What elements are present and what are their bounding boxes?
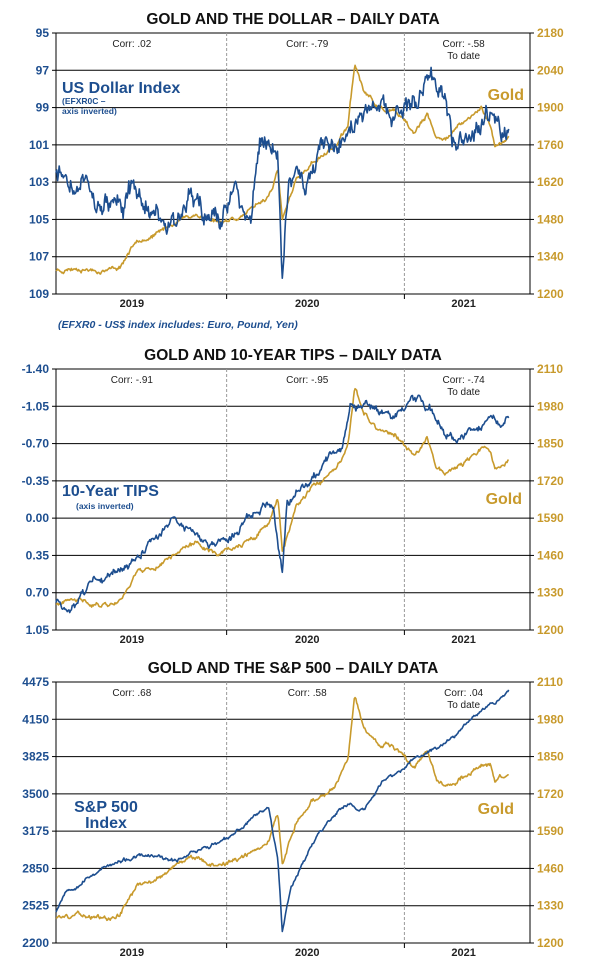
x-axis-tick-label: 2021	[451, 634, 475, 646]
right-axis-tick-label: 1200	[537, 287, 564, 301]
x-axis-tick-label: 2021	[451, 298, 475, 310]
correlation-label: Corr: -.58	[443, 39, 486, 50]
right-axis-tick-label: 2040	[537, 63, 564, 77]
right-axis-tick-label: 1980	[537, 399, 564, 413]
plot-frame	[55, 681, 531, 944]
x-axis-tick-label: 2019	[120, 634, 144, 646]
left-axis-tick-label: -1.05	[22, 399, 50, 413]
gold-series-line	[55, 696, 509, 922]
left-axis-tick-label: 1.05	[26, 623, 50, 637]
x-axis-tick-label: 2019	[120, 947, 144, 959]
left-axis-tick-label: 103	[29, 175, 49, 189]
left-axis-tick-label: 101	[29, 138, 49, 152]
chart-title: GOLD AND THE DOLLAR – DAILY DATA	[146, 11, 439, 28]
x-axis-tick-label: 2020	[295, 947, 319, 959]
chart-panel-3: GOLD AND THE S&P 500 – DAILY DATA 4475 415…	[22, 660, 564, 959]
right-axis-tick-label: 1480	[537, 212, 564, 226]
left-axis-tick-label: 2200	[22, 936, 49, 950]
us-dollar-index-series-line	[55, 66, 510, 280]
left-axis-tick-label: 97	[36, 63, 50, 77]
correlation-label: Corr: .02	[112, 39, 151, 50]
series-annotation-left-note: (axis inverted)	[76, 501, 134, 511]
right-axis-tick-label: 1980	[537, 712, 564, 726]
series-annotation-left: Index	[85, 815, 127, 832]
10-year-tips-series-line	[55, 394, 510, 614]
left-axis-tick-label: 0.00	[26, 511, 50, 525]
correlation-label: Corr: .04	[444, 688, 483, 699]
chart-title: GOLD AND 10-YEAR TIPS – DAILY DATA	[144, 347, 442, 364]
left-axis-tick-label: 107	[29, 250, 49, 264]
x-axis-tick-label: 2020	[295, 634, 319, 646]
correlation-label: Corr: .58	[288, 688, 327, 699]
right-axis-tick-label: 1620	[537, 175, 564, 189]
right-axis-tick-label: 1460	[537, 861, 564, 875]
gold-series-line	[55, 387, 509, 608]
chart-panel-2: GOLD AND 10-YEAR TIPS – DAILY DATA -1.40 -…	[22, 347, 564, 646]
series-annotation-left-note: (EFXR0C –	[62, 96, 106, 106]
correlation-label: Corr: .68	[112, 688, 151, 699]
series-annotation-right: Gold	[488, 87, 524, 104]
left-axis-tick-label: 4475	[22, 675, 49, 689]
x-axis-tick-label: 2020	[295, 298, 319, 310]
left-axis-tick-label: 0.70	[26, 586, 50, 600]
right-axis-tick-label: 1590	[537, 824, 564, 838]
right-axis-tick-label: 1200	[537, 623, 564, 637]
left-axis-tick-label: 3500	[22, 787, 49, 801]
plot-frame	[55, 368, 531, 631]
left-axis-tick-label: 105	[29, 212, 49, 226]
left-axis-tick-label: -0.35	[22, 474, 50, 488]
series-annotation-left-note: axis inverted)	[62, 106, 117, 116]
left-axis-tick-label: -1.40	[22, 362, 50, 376]
s-p-500-index-series-line	[55, 689, 510, 933]
chart-panel-1: GOLD AND THE DOLLAR – DAILY DATA 95 97 99 10…	[29, 11, 564, 331]
right-axis-tick-label: 1850	[537, 437, 564, 451]
correlation-label: Corr: -.91	[111, 375, 154, 386]
left-axis-tick-label: 109	[29, 287, 49, 301]
left-axis-tick-label: 2850	[22, 861, 49, 875]
correlation-label: Corr: -.95	[286, 375, 329, 386]
right-axis-tick-label: 2110	[537, 675, 563, 689]
right-axis-tick-label: 1720	[537, 474, 564, 488]
correlation-sublabel: To date	[447, 387, 480, 398]
series-annotation-right: Gold	[478, 801, 514, 818]
correlation-sublabel: To date	[447, 700, 480, 711]
right-axis-tick-label: 1850	[537, 750, 564, 764]
right-axis-tick-label: 1330	[537, 899, 564, 913]
series-annotation-left: S&P 500	[74, 799, 138, 816]
right-axis-tick-label: 1460	[537, 548, 564, 562]
right-axis-tick-label: 1760	[537, 138, 564, 152]
correlation-label: Corr: -.74	[443, 375, 486, 386]
right-axis-tick-label: 1900	[537, 101, 564, 115]
left-axis-tick-label: 3175	[22, 824, 49, 838]
left-axis-tick-label: 3825	[22, 750, 49, 764]
left-axis-tick-label: -0.70	[22, 437, 50, 451]
left-axis-tick-label: 0.35	[26, 548, 50, 562]
footnote: (EFXR0 - US$ index includes: Euro, Pound…	[58, 319, 298, 331]
right-axis-tick-label: 1720	[537, 787, 564, 801]
chart-title: GOLD AND THE S&P 500 – DAILY DATA	[148, 660, 439, 677]
series-annotation-right: Gold	[486, 491, 522, 508]
series-annotation-left: 10-Year TIPS	[62, 483, 159, 500]
left-axis-tick-label: 99	[36, 101, 50, 115]
correlation-label: Corr: -.79	[286, 39, 329, 50]
x-axis-tick-label: 2019	[120, 298, 144, 310]
right-axis-tick-label: 1200	[537, 936, 564, 950]
right-axis-tick-label: 2110	[537, 362, 563, 376]
left-axis-tick-label: 2525	[22, 899, 49, 913]
left-axis-tick-label: 4150	[22, 712, 49, 726]
right-axis-tick-label: 2180	[537, 26, 564, 40]
correlation-sublabel: To date	[447, 51, 480, 62]
series-annotation-left: US Dollar Index	[62, 80, 180, 97]
x-axis-tick-label: 2021	[451, 947, 475, 959]
left-axis-tick-label: 95	[36, 26, 50, 40]
right-axis-tick-label: 1340	[537, 250, 564, 264]
gold-series-line	[55, 64, 510, 275]
right-axis-tick-label: 1590	[537, 511, 564, 525]
right-axis-tick-label: 1330	[537, 586, 564, 600]
plot-frame	[55, 32, 531, 295]
